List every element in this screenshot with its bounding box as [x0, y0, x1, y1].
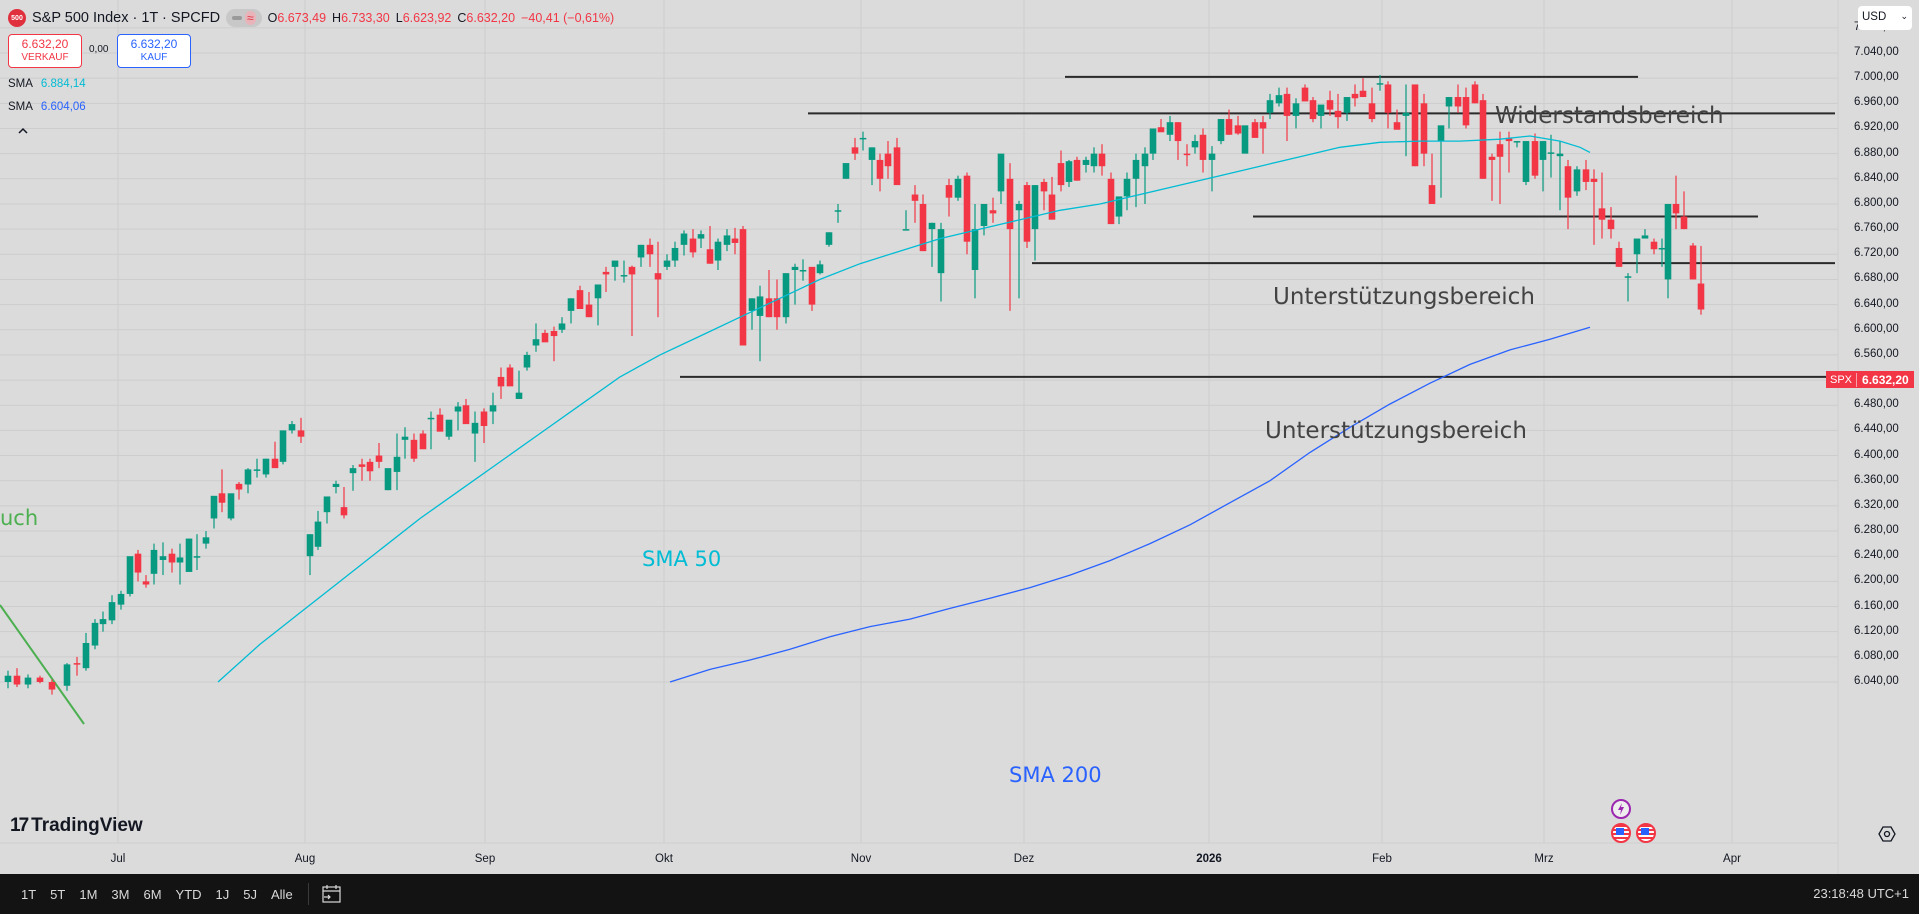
- price-tick: 6.080,00: [1854, 649, 1899, 662]
- toolbar-divider: [307, 883, 309, 905]
- time-label: Feb: [1372, 853, 1392, 865]
- support-upper-label[interactable]: Unterstützungsbereich: [1273, 284, 1535, 310]
- price-tick: 6.640,00: [1854, 297, 1899, 310]
- price-tick: 6.160,00: [1854, 599, 1899, 612]
- time-label: Aug: [294, 853, 316, 865]
- chevron-up-icon[interactable]: [17, 124, 29, 138]
- time-label: Apr: [1723, 853, 1741, 865]
- go-to-date-calendar-icon[interactable]: [321, 884, 343, 904]
- symbol-legend: 500 S&P 500 Index · 1T · SPCFD ≈ O6.673,…: [8, 9, 614, 27]
- buy-button[interactable]: 6.632,20 KAUF: [117, 34, 191, 68]
- last-price-value: 6.632,20: [1856, 372, 1914, 387]
- price-tick: 6.760,00: [1854, 222, 1899, 235]
- spread-value: 0,00: [89, 44, 109, 55]
- sell-price: 6.632,20: [21, 37, 69, 51]
- price-tick: 6.720,00: [1854, 247, 1899, 260]
- range-button-6m[interactable]: 6M: [143, 886, 162, 902]
- sell-label: VERKAUF: [21, 52, 69, 63]
- price-tick: 6.800,00: [1854, 196, 1899, 209]
- price-tick: 6.680,00: [1854, 272, 1899, 285]
- high-value: 6.733,30: [341, 11, 390, 25]
- last-price-tag: SPX 6.632,20: [1826, 371, 1914, 388]
- price-tick: 6.360,00: [1854, 473, 1899, 486]
- sma200-label[interactable]: SMA 200: [1009, 763, 1102, 787]
- event-lightning-icon[interactable]: [1611, 799, 1631, 819]
- range-buttons: 1T 5T 1M 3M 6M YTD 1J 5J Alle: [14, 887, 300, 902]
- partial-annotation-label[interactable]: uch: [0, 506, 39, 530]
- tradingview-logo[interactable]: 17 TradingView: [10, 815, 143, 836]
- tradingview-mark-icon: 17: [10, 815, 29, 836]
- price-tick: 6.120,00: [1854, 624, 1899, 637]
- sma200-line[interactable]: [669, 326, 1591, 683]
- price-tick: 6.200,00: [1854, 574, 1899, 587]
- time-label: Okt: [655, 853, 673, 865]
- time-label: 2026: [1196, 853, 1222, 865]
- sell-button[interactable]: 6.632,20 VERKAUF: [8, 34, 82, 68]
- data-delay-icon: ≈: [245, 11, 256, 25]
- price-tick: 6.880,00: [1854, 146, 1899, 159]
- settings-gear-icon[interactable]: [1877, 824, 1897, 844]
- last-price-symbol: SPX: [1830, 373, 1853, 386]
- time-label: Mrz: [1534, 853, 1554, 865]
- low-value: 6.623,92: [402, 11, 452, 25]
- buy-label: KAUF: [140, 52, 168, 63]
- range-button-5j[interactable]: 5J: [243, 886, 257, 902]
- buy-price: 6.632,20: [130, 37, 178, 51]
- price-tick: 6.280,00: [1854, 524, 1899, 537]
- us-flag-event-icon[interactable]: [1611, 823, 1631, 843]
- price-tick: 6.480,00: [1854, 398, 1899, 411]
- currency-select[interactable]: USD ⌄: [1858, 6, 1912, 30]
- price-tick: 6.400,00: [1854, 448, 1899, 461]
- time-label: Dez: [1013, 853, 1035, 865]
- price-chart[interactable]: [0, 0, 1919, 874]
- time-label: Jul: [110, 853, 126, 865]
- support-lower-label[interactable]: Unterstützungsbereich: [1265, 418, 1527, 444]
- range-button-3m[interactable]: 3M: [111, 886, 130, 902]
- open-value: 6.673,49: [277, 11, 327, 25]
- sma50-value: 6.884,14: [40, 78, 86, 90]
- price-tick: 6.240,00: [1854, 549, 1899, 562]
- chevron-down-icon: ⌄: [1900, 11, 1908, 21]
- price-tick: 7.000,00: [1854, 71, 1899, 84]
- symbol-title[interactable]: S&P 500 Index · 1T · SPCFD: [32, 10, 221, 26]
- range-button-ytd[interactable]: YTD: [175, 886, 202, 902]
- candlestick-series: [4, 75, 1705, 695]
- range-button-5t[interactable]: 5T: [50, 886, 66, 902]
- price-axis[interactable]: 7.080,007.040,007.000,006.960,006.920,00…: [1838, 0, 1919, 874]
- symbol-logo-icon: 500: [8, 9, 26, 27]
- green-trendline[interactable]: [0, 604, 85, 725]
- price-tick: 6.840,00: [1854, 171, 1899, 184]
- time-label: Sep: [474, 853, 496, 865]
- market-closed-icon: [232, 16, 243, 20]
- sma200-legend[interactable]: SMA 6.604,06: [8, 101, 86, 113]
- time-label: Nov: [850, 853, 872, 865]
- range-button-1m[interactable]: 1M: [79, 886, 98, 902]
- sma50-label[interactable]: SMA 50: [642, 547, 722, 571]
- price-tick: 6.440,00: [1854, 423, 1899, 436]
- bottom-toolbar: 1T 5T 1M 3M 6M YTD 1J 5J Alle 23:18:48 UTC+1: [0, 874, 1919, 914]
- clock-timezone[interactable]: 23:18:48 UTC+1: [1813, 886, 1909, 901]
- price-tick: 6.600,00: [1854, 322, 1899, 335]
- us-flag-event-icon[interactable]: [1636, 823, 1656, 843]
- range-button-alle[interactable]: Alle: [271, 886, 293, 902]
- ohlc-values: O6.673,49 H6.733,30 L6.623,92 C6.632,20 …: [267, 11, 615, 25]
- sma200-value: 6.604,06: [40, 101, 86, 113]
- price-tick: 7.040,00: [1854, 46, 1899, 58]
- range-button-1j[interactable]: 1J: [215, 886, 230, 902]
- grid-lines: [0, 0, 1838, 843]
- price-tick: 6.560,00: [1854, 347, 1899, 360]
- price-tick: 6.040,00: [1854, 675, 1899, 687]
- sma50-legend[interactable]: SMA 6.884,14: [8, 78, 86, 90]
- price-tick: 6.320,00: [1854, 498, 1899, 511]
- resistance-label[interactable]: Widerstandsbereich: [1495, 103, 1724, 129]
- price-tick: 6.920,00: [1854, 121, 1899, 134]
- sma50-line[interactable]: [217, 135, 1591, 683]
- market-status-pill[interactable]: ≈: [226, 9, 262, 27]
- change-value: −40,41 (−0,61%): [521, 11, 615, 25]
- close-value: 6.632,20: [466, 11, 516, 25]
- range-button-1t[interactable]: 1T: [21, 886, 37, 902]
- price-tick: 6.960,00: [1854, 96, 1899, 109]
